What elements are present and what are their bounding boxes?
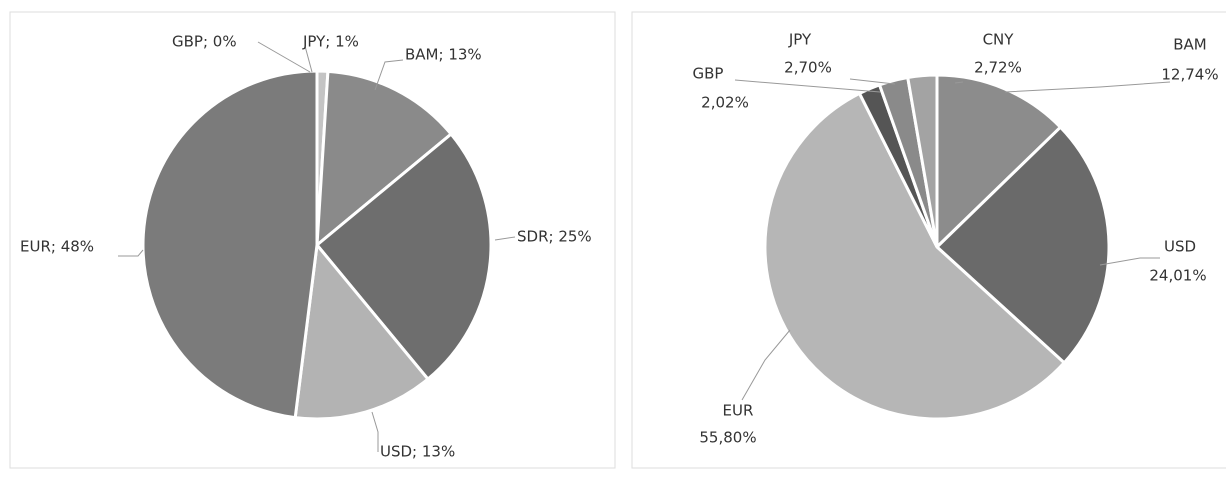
leader-line [849,78,896,85]
category-label: CNY [983,31,1015,49]
value-label: EUR; 48% [20,238,94,256]
value-label: 2,72% [974,59,1022,77]
leader-line [741,329,791,401]
category-label: USD [1164,238,1196,256]
leader-line [1099,257,1160,266]
pie-slice [763,91,1067,421]
category-label: BAM [1173,36,1207,54]
pie-slice [141,69,319,420]
category-label: JPY [788,31,812,49]
value-label: USD; 13% [380,443,455,461]
pie-slice [315,69,454,249]
leader-line [374,59,404,91]
leader-line [954,81,964,84]
leader-line [257,41,311,73]
value-label: 24,01% [1149,267,1206,285]
pie-slice [906,73,939,248]
value-label: 2,02% [701,94,749,112]
category-label: GBP [693,65,724,83]
leader-line [494,236,516,241]
pie-slice [314,131,493,382]
value-label: GBP; 0% [172,33,237,51]
value-label: JPY; 1% [302,33,359,51]
value-label: 12,74% [1161,66,1218,84]
value-label: BAM; 13% [405,46,482,64]
value-label: SDR; 25% [517,228,592,246]
pie-slice [935,73,1063,251]
leader-line [118,249,144,257]
leader-line [371,411,379,452]
value-label: 55,80% [699,429,756,447]
leader-line [1004,81,1171,93]
leader-line [304,45,313,73]
pie-slice [293,241,431,421]
category-label: EUR [723,402,754,420]
pie-slice [934,125,1111,365]
leader-line [734,79,881,93]
value-label: 2,70% [784,59,832,77]
